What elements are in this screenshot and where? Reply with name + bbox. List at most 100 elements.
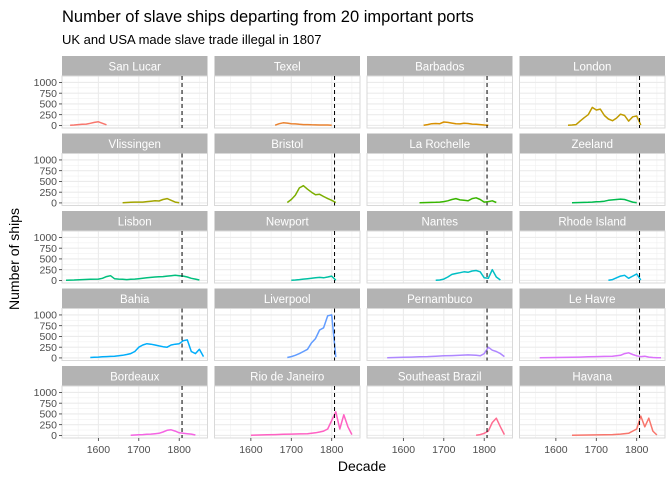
panel-background xyxy=(62,231,208,283)
x-tick-label: 1600 xyxy=(239,444,263,456)
series-line xyxy=(122,197,180,204)
y-tick-label: 0 xyxy=(51,430,57,442)
facet-panel: Le Havre xyxy=(519,288,666,361)
panel-background xyxy=(367,76,513,128)
y-tick-label: 750 xyxy=(39,243,57,255)
facet-strip xyxy=(214,56,360,76)
panel-border xyxy=(214,75,361,129)
facet-strip xyxy=(62,366,208,386)
facet-strip xyxy=(367,366,513,386)
y-tick-label: 250 xyxy=(39,342,57,354)
facet-strip xyxy=(214,288,360,309)
panel-background xyxy=(62,76,208,128)
panel-background xyxy=(214,231,360,283)
facet-strip xyxy=(367,288,513,309)
facet-strip-label: Rhode Island xyxy=(558,217,626,229)
y-tick-label: 1000 xyxy=(34,310,58,322)
panel-background xyxy=(214,76,360,128)
series-line xyxy=(539,352,661,359)
y-tick-label: 0 xyxy=(51,198,57,210)
series-line xyxy=(567,106,642,126)
panel-background xyxy=(62,153,208,206)
series-line xyxy=(70,121,107,126)
y-tick-label: 1000 xyxy=(34,232,58,244)
facet-strip-label: Rio de Janeiro xyxy=(250,372,324,384)
y-tick-label: 500 xyxy=(39,409,57,421)
facet-panel: Texel xyxy=(214,56,361,129)
facet-strip-label: Bordeaux xyxy=(110,372,159,384)
y-tick-label: 500 xyxy=(39,331,57,343)
y-tick-label: 1000 xyxy=(34,77,58,89)
facet-strip-label: Nantes xyxy=(422,217,459,229)
panel-border xyxy=(366,75,513,129)
y-tick-label: 250 xyxy=(39,419,57,431)
panel-border xyxy=(214,230,361,284)
panel-border xyxy=(214,385,361,439)
y-tick-label: 750 xyxy=(39,88,57,100)
y-tick-label: 500 xyxy=(39,254,57,266)
facet-strip xyxy=(367,133,513,154)
panel-background xyxy=(367,231,513,283)
facet-strip xyxy=(367,211,513,231)
facet-strip xyxy=(519,366,665,386)
panel-border xyxy=(61,230,208,284)
panel-border xyxy=(519,308,666,361)
facet-panel: Rhode Island xyxy=(519,211,666,284)
facet-strip xyxy=(62,288,208,309)
facet-strip-label: La Rochelle xyxy=(409,139,470,151)
panel-background xyxy=(214,153,360,206)
series-line xyxy=(65,274,200,281)
y-tick-label: 500 xyxy=(39,176,57,188)
facet-strip-label: Le Havre xyxy=(569,294,616,306)
facet-strip-label: Bahia xyxy=(120,294,150,306)
facet-strip xyxy=(62,211,208,231)
facet-strip xyxy=(519,56,665,76)
facet-strip-label: Bristol xyxy=(271,139,303,151)
y-axis-label: Number of ships xyxy=(6,208,22,310)
x-tick-label: 1800 xyxy=(320,444,344,456)
x-tick-label: 1600 xyxy=(392,444,416,456)
series-line xyxy=(475,417,506,436)
facet-strip xyxy=(519,288,665,309)
facet-strip-label: Zeeland xyxy=(571,139,613,151)
facet-strip xyxy=(214,133,360,154)
facet-strip-label: Newport xyxy=(266,217,310,229)
facet-panel: Southeast Brazil 1600 1700 1800 xyxy=(366,366,513,456)
facet-strip-label: Liverpool xyxy=(264,294,311,306)
x-tick-label: 1700 xyxy=(280,444,304,456)
y-tick-label: 250 xyxy=(39,264,57,276)
panel-border xyxy=(214,308,361,361)
series-line xyxy=(435,268,501,281)
panel-background xyxy=(367,153,513,206)
facet-panel: Barbados xyxy=(366,56,513,129)
x-tick-label: 1700 xyxy=(585,444,609,456)
x-tick-label: 1600 xyxy=(87,444,111,456)
panel-border xyxy=(366,153,513,206)
panel-border xyxy=(61,153,208,206)
y-tick-label: 250 xyxy=(39,109,57,121)
facet-panel: La Rochelle xyxy=(366,133,513,206)
series-line xyxy=(387,346,505,359)
panel-background xyxy=(519,76,665,128)
series-line xyxy=(286,184,337,204)
facet-strip xyxy=(367,56,513,76)
panel-border xyxy=(366,230,513,284)
y-tick-label: 1000 xyxy=(34,387,58,399)
facet-strip xyxy=(62,133,208,154)
facet-strip-label: Barbados xyxy=(415,62,464,74)
series-line xyxy=(419,197,497,204)
series-line xyxy=(571,415,658,436)
facet-strip-label: Pernambuco xyxy=(407,294,472,306)
facet-panel: Nantes xyxy=(366,211,513,284)
facet-panel: Zeeland xyxy=(519,133,666,206)
chart-title: Number of slave ships departing from 20 … xyxy=(62,8,474,26)
facet-panel: Newport xyxy=(214,211,361,284)
facet-panel: Rio de Janeiro 1600 1700 1800 xyxy=(214,366,361,456)
series-line xyxy=(608,273,642,281)
series-line xyxy=(287,314,337,359)
